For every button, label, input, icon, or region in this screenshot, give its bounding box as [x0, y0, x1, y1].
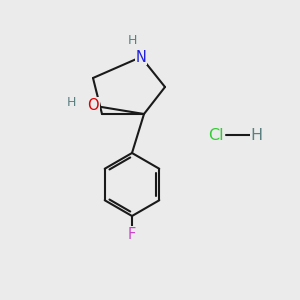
Text: O: O	[87, 98, 99, 112]
Text: H: H	[127, 34, 137, 47]
Text: F: F	[128, 227, 136, 242]
Text: H: H	[67, 95, 76, 109]
Text: N: N	[136, 50, 146, 64]
Text: H: H	[250, 128, 262, 142]
Text: Cl: Cl	[208, 128, 224, 142]
